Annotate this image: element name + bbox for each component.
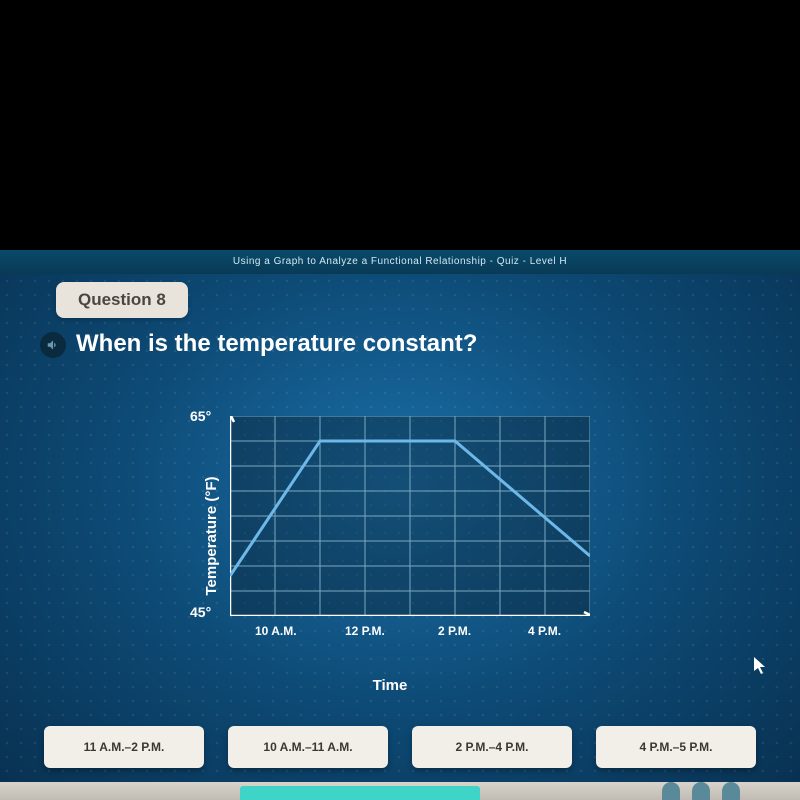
ytick-min: 45° <box>190 604 211 620</box>
bottom-nav-circles <box>662 782 740 800</box>
chart-ylabel: Temperature (°F) <box>203 476 220 595</box>
answer-option-2[interactable]: 2 P.M.–4 P.M. <box>412 726 572 768</box>
nav-circle[interactable] <box>662 782 680 800</box>
question-number-tab: Question 8 <box>56 282 188 318</box>
xtick-2: 2 P.M. <box>438 624 471 638</box>
cursor-icon <box>754 657 768 680</box>
xtick-3: 4 P.M. <box>528 624 561 638</box>
question-prompt: When is the temperature constant? <box>76 330 477 358</box>
temperature-chart: Temperature (°F) 65° 45° <box>160 406 620 666</box>
quiz-panel: Question 8 When is the temperature const… <box>0 274 800 800</box>
xtick-0: 10 A.M. <box>255 624 297 638</box>
lesson-breadcrumb: Using a Graph to Analyze a Functional Re… <box>0 250 800 274</box>
answer-row: 11 A.M.–2 P.M. 10 A.M.–11 A.M. 2 P.M.–4 … <box>0 726 800 768</box>
nav-circle[interactable] <box>722 782 740 800</box>
chart-plot-area <box>230 416 590 616</box>
answer-option-1[interactable]: 10 A.M.–11 A.M. <box>228 726 388 768</box>
xtick-1: 12 P.M. <box>345 624 385 638</box>
answer-option-0[interactable]: 11 A.M.–2 P.M. <box>44 726 204 768</box>
ytick-max: 65° <box>190 408 211 424</box>
nav-circle[interactable] <box>692 782 710 800</box>
chart-grid <box>230 416 590 616</box>
chart-xlabel: Time <box>373 677 408 694</box>
audio-icon[interactable] <box>40 332 66 358</box>
bottom-accent-bar <box>240 786 480 800</box>
black-letterbox-top <box>0 0 800 250</box>
answer-option-3[interactable]: 4 P.M.–5 P.M. <box>596 726 756 768</box>
